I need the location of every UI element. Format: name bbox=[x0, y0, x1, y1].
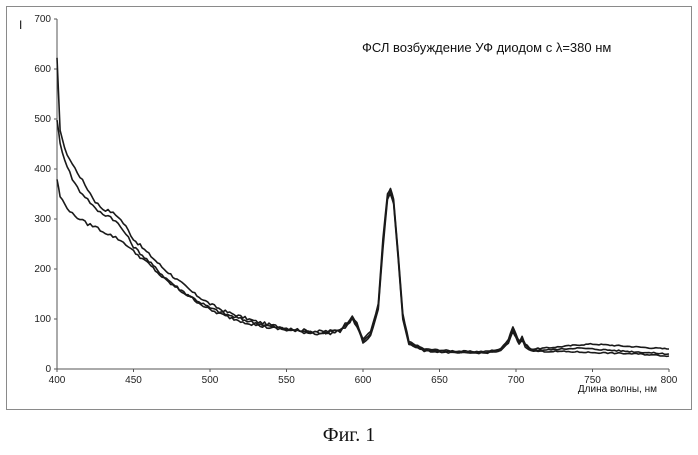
y-tick-label: 500 bbox=[34, 114, 51, 125]
series-line bbox=[57, 120, 669, 354]
series-line bbox=[57, 179, 669, 356]
y-tick-label: 100 bbox=[34, 314, 51, 325]
x-tick-label: 700 bbox=[508, 375, 525, 386]
x-tick-label: 600 bbox=[355, 375, 372, 386]
y-tick-label: 400 bbox=[34, 164, 51, 175]
spectrum-chart: 0 100 200 300 400 500 600 700 400 450 500 550 600 650… bbox=[7, 7, 693, 411]
chart-series-group bbox=[57, 58, 669, 357]
chart-frame: 0 100 200 300 400 500 600 700 400 450 500 550 600 650… bbox=[6, 6, 692, 410]
x-tick-label: 550 bbox=[278, 375, 295, 386]
x-tick-label: 650 bbox=[431, 375, 448, 386]
y-tick-label: 700 bbox=[34, 14, 51, 25]
y-tick-label: 600 bbox=[34, 64, 51, 75]
y-tick-label: 0 bbox=[45, 364, 51, 375]
y-axis-label: I bbox=[19, 18, 22, 32]
chart-labels: ФСЛ возбуждение УФ диодом с λ=380 нм I Д… bbox=[19, 18, 657, 395]
x-tick-label: 400 bbox=[49, 375, 66, 386]
x-tick-label: 800 bbox=[661, 375, 678, 386]
x-axis-label: Длина волны, нм bbox=[578, 384, 657, 395]
y-tick-label: 200 bbox=[34, 264, 51, 275]
x-tick-label: 500 bbox=[202, 375, 219, 386]
series-line bbox=[57, 58, 669, 352]
chart-axes: 0 100 200 300 400 500 600 700 400 450 500 550 600 650… bbox=[34, 14, 677, 386]
y-tick-label: 300 bbox=[34, 214, 51, 225]
figure-caption: Фиг. 1 bbox=[0, 424, 698, 447]
chart-title: ФСЛ возбуждение УФ диодом с λ=380 нм bbox=[362, 40, 611, 55]
x-tick-label: 450 bbox=[125, 375, 142, 386]
